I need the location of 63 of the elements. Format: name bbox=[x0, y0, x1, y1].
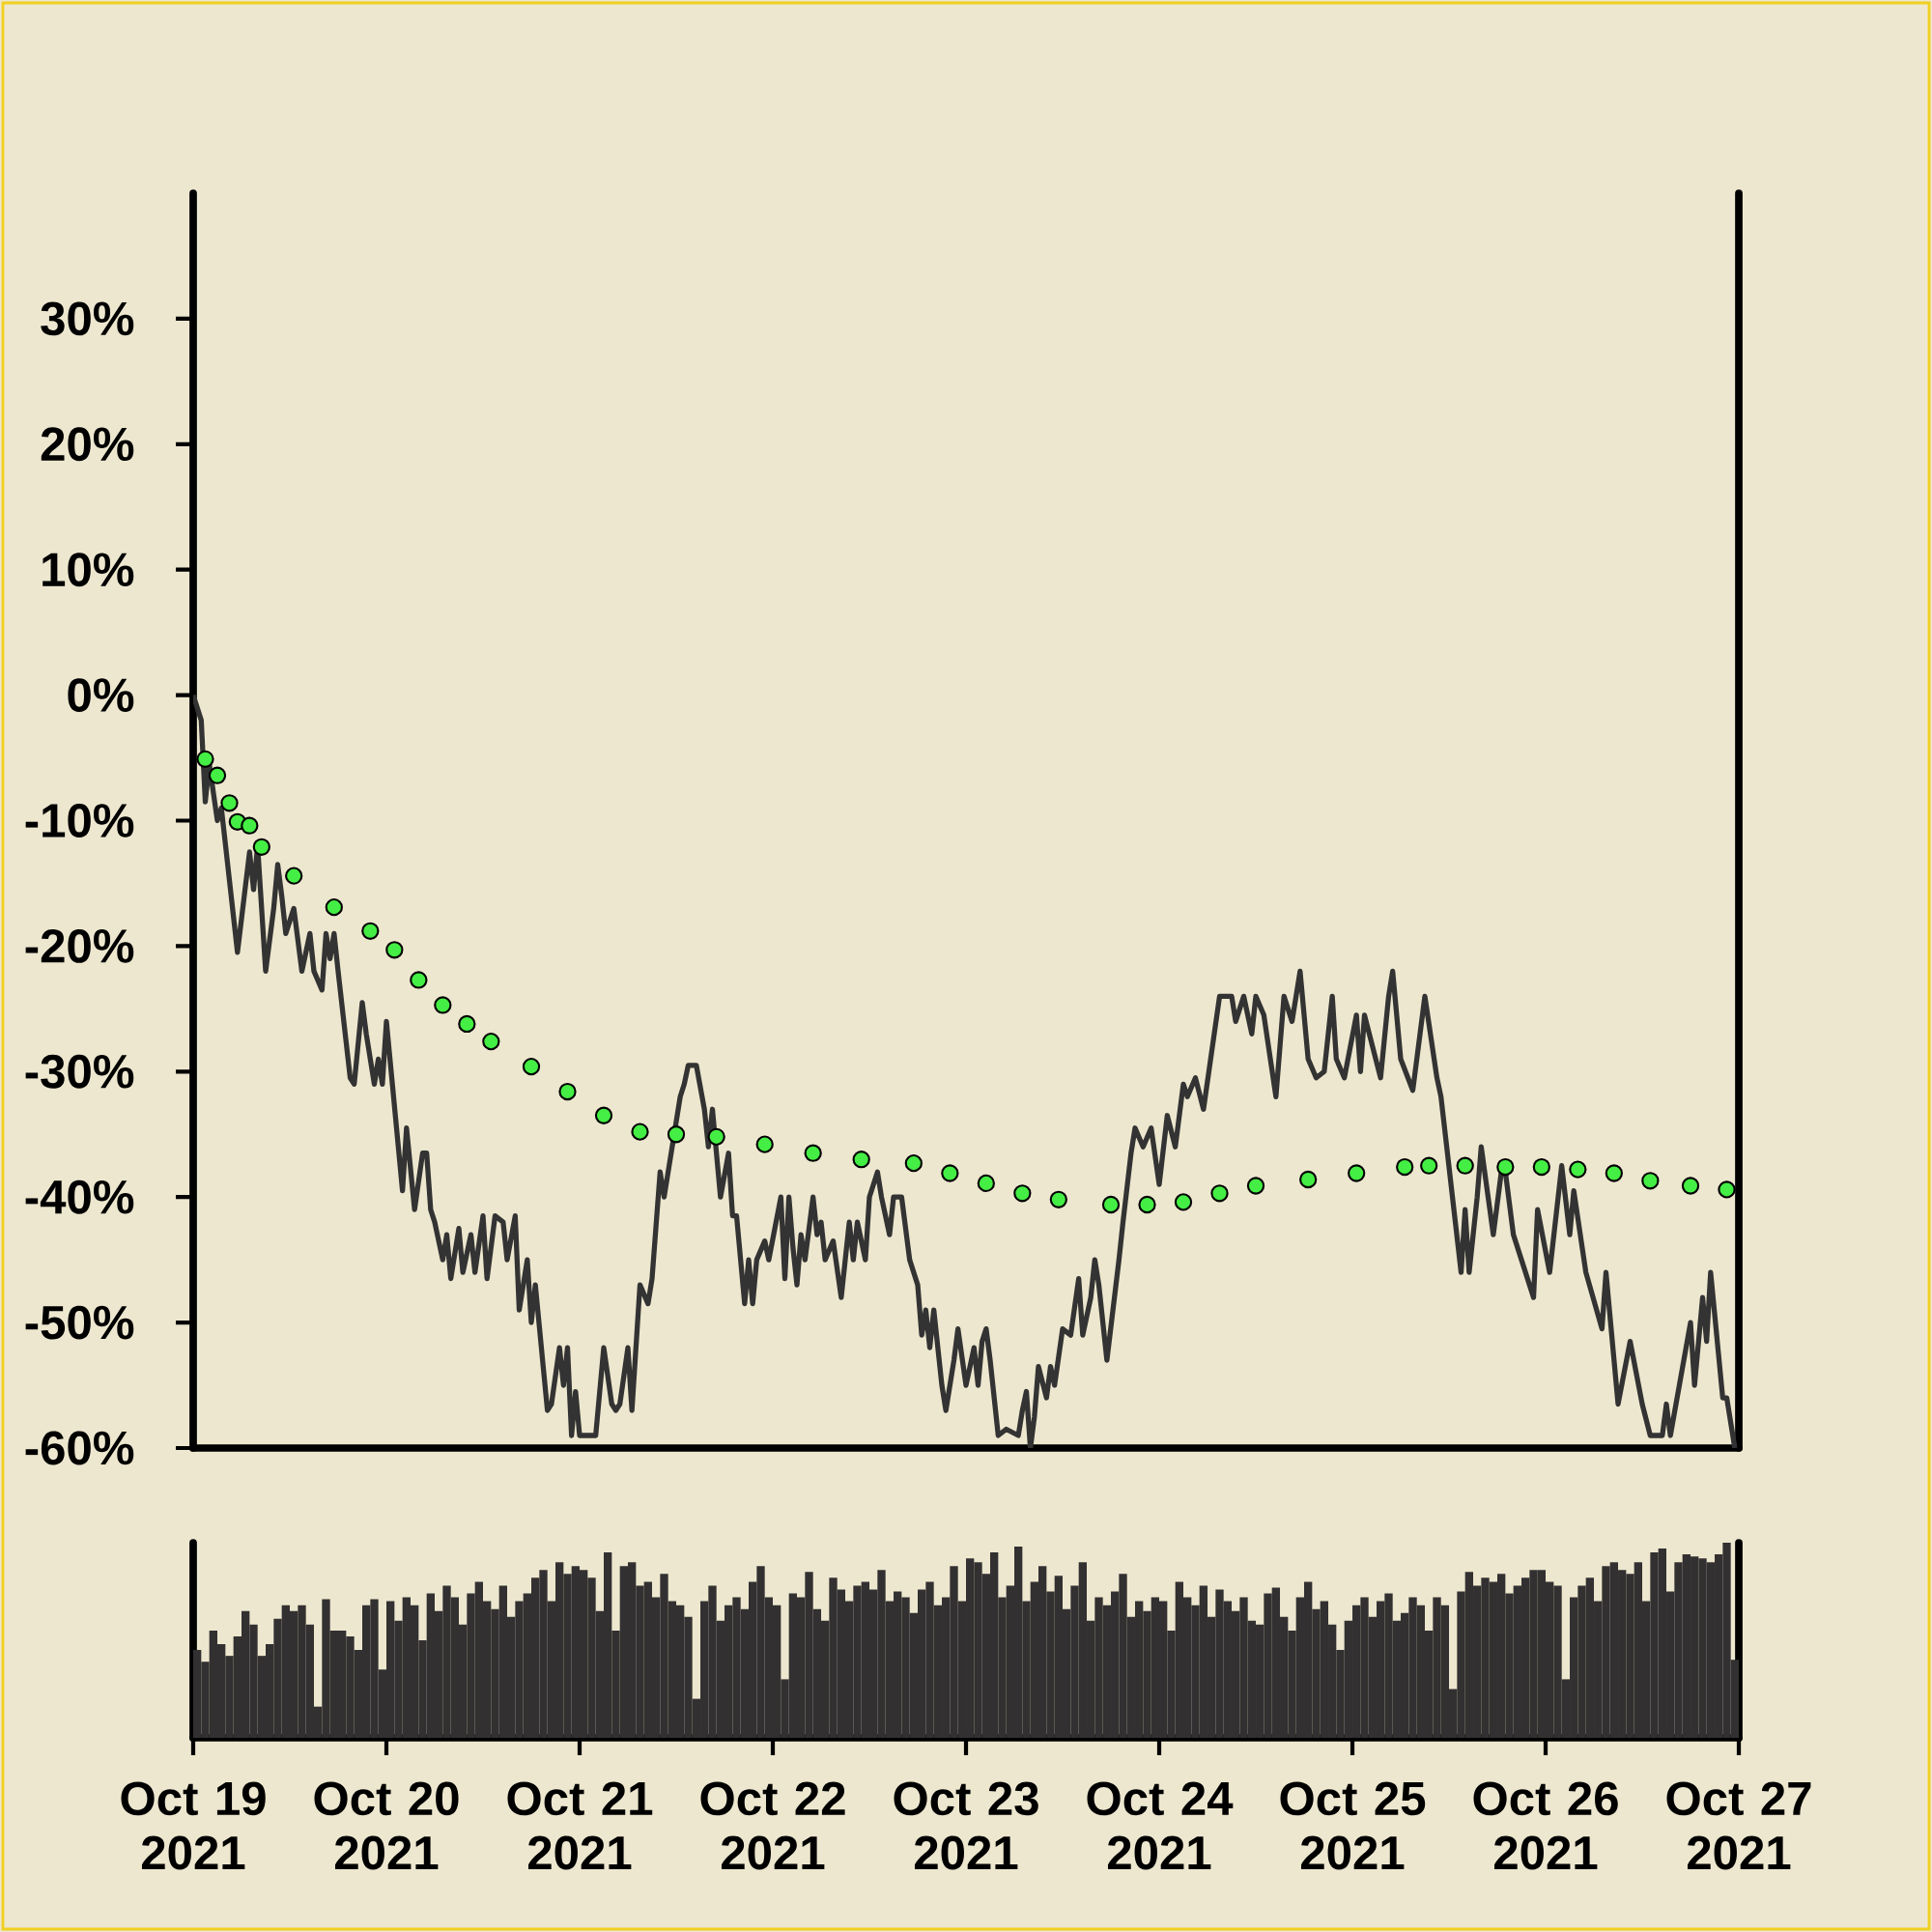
point bbox=[361, 922, 380, 940]
y-tick-label: 20% bbox=[41, 427, 134, 462]
x-tick-label: Oct 24 2021 bbox=[1087, 1781, 1234, 1870]
x-tick-label: Oct 23 2021 bbox=[894, 1781, 1038, 1870]
point bbox=[220, 794, 239, 812]
point bbox=[1456, 1156, 1474, 1175]
y-tick-label: 10% bbox=[43, 553, 134, 587]
y-tick-label: 0% bbox=[68, 678, 134, 713]
point bbox=[707, 1127, 725, 1146]
point bbox=[904, 1153, 923, 1173]
point bbox=[1420, 1156, 1438, 1175]
point bbox=[1138, 1195, 1156, 1214]
point bbox=[410, 971, 428, 989]
point bbox=[631, 1122, 649, 1141]
point bbox=[558, 1082, 577, 1101]
y-tick-label: -60% bbox=[25, 1431, 134, 1465]
point bbox=[285, 867, 303, 885]
y-tick-label: -30% bbox=[25, 1054, 134, 1089]
point bbox=[804, 1144, 822, 1162]
point bbox=[208, 766, 227, 784]
x-tick-label: Oct 19 2021 bbox=[121, 1781, 266, 1870]
y-tick-label: -40% bbox=[25, 1179, 134, 1214]
point bbox=[1396, 1157, 1414, 1177]
point bbox=[325, 897, 343, 917]
point bbox=[941, 1164, 959, 1182]
point bbox=[594, 1106, 613, 1124]
point bbox=[852, 1151, 870, 1169]
point bbox=[434, 996, 452, 1014]
point bbox=[1532, 1157, 1550, 1177]
point bbox=[1210, 1184, 1229, 1203]
point bbox=[1049, 1190, 1067, 1208]
point bbox=[755, 1135, 774, 1153]
point bbox=[1496, 1157, 1515, 1177]
x-tick-label: Oct 20 2021 bbox=[314, 1781, 459, 1870]
x-tick-label: Oct 25 2021 bbox=[1280, 1781, 1426, 1870]
point bbox=[1641, 1172, 1660, 1190]
x-tick-label: Oct 21 2021 bbox=[507, 1781, 653, 1870]
point bbox=[458, 1014, 476, 1034]
point bbox=[196, 750, 214, 768]
point bbox=[977, 1174, 995, 1193]
x-tick-label: Oct 22 2021 bbox=[700, 1781, 845, 1870]
point bbox=[482, 1032, 500, 1051]
point bbox=[522, 1057, 541, 1076]
point bbox=[1605, 1164, 1623, 1182]
y-tick-label: 30% bbox=[41, 301, 134, 336]
point bbox=[1681, 1177, 1700, 1195]
point bbox=[1569, 1160, 1587, 1179]
point bbox=[667, 1125, 686, 1144]
point bbox=[1348, 1164, 1366, 1182]
x-tick-label: Oct 26 2021 bbox=[1473, 1781, 1618, 1870]
point bbox=[1299, 1170, 1318, 1189]
y-tick-label: -20% bbox=[25, 928, 134, 963]
point bbox=[385, 941, 404, 959]
point bbox=[1101, 1195, 1121, 1214]
point bbox=[1174, 1193, 1193, 1211]
point bbox=[241, 816, 259, 835]
point bbox=[252, 838, 270, 856]
point bbox=[1013, 1184, 1032, 1203]
point bbox=[1718, 1180, 1736, 1199]
y-tick-label: -50% bbox=[25, 1305, 134, 1340]
x-tick-label: Oct 27 2021 bbox=[1666, 1781, 1811, 1870]
y-tick-label: -10% bbox=[25, 804, 134, 838]
point bbox=[1246, 1177, 1265, 1195]
